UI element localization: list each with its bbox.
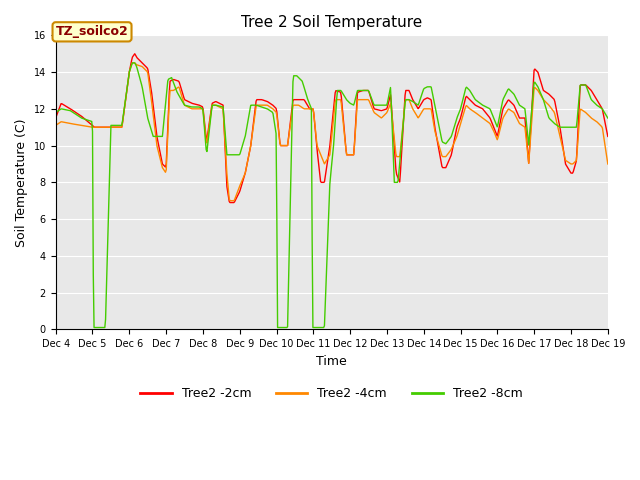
Tree2 -8cm [90,324,98,330]
Y-axis label: Soil Temperature (C): Soil Temperature (C) [15,118,28,247]
Line: Tree2 -8cm: Tree2 -8cm [56,63,608,327]
Title: Tree 2 Soil Temperature: Tree 2 Soil Temperature [241,15,422,30]
Tree2 -2cm [175,80,183,85]
Tree2 -2cm [52,115,60,121]
Tree2 -4cm [604,161,612,167]
Tree2 -4cm [52,122,60,128]
Tree2 -8cm [129,60,136,66]
Tree2 -2cm [401,105,408,111]
Tree2 -4cm [401,108,408,113]
Tree2 -2cm [118,120,126,126]
Text: TZ_soilco2: TZ_soilco2 [56,25,129,38]
Tree2 -8cm [120,113,127,119]
Tree2 -8cm [62,107,70,113]
Tree2 -2cm [226,200,234,205]
Tree2 -8cm [401,108,408,114]
Tree2 -8cm [52,109,60,115]
Tree2 -2cm [604,133,612,139]
Tree2 -2cm [62,103,70,109]
X-axis label: Time: Time [316,355,347,368]
Tree2 -8cm [417,96,424,101]
Tree2 -2cm [417,102,424,108]
Tree2 -4cm [175,85,183,91]
Tree2 -4cm [118,120,126,126]
Tree2 -4cm [417,111,424,117]
Tree2 -2cm [131,51,139,57]
Legend: Tree2 -2cm, Tree2 -4cm, Tree2 -8cm: Tree2 -2cm, Tree2 -4cm, Tree2 -8cm [135,383,528,406]
Tree2 -4cm [226,198,234,204]
Tree2 -4cm [129,60,136,66]
Line: Tree2 -2cm: Tree2 -2cm [56,54,608,203]
Tree2 -8cm [176,95,184,100]
Tree2 -4cm [62,120,70,125]
Tree2 -2cm [205,126,212,132]
Tree2 -8cm [205,128,213,134]
Line: Tree2 -4cm: Tree2 -4cm [56,63,608,201]
Tree2 -4cm [205,129,212,134]
Tree2 -8cm [604,115,612,121]
